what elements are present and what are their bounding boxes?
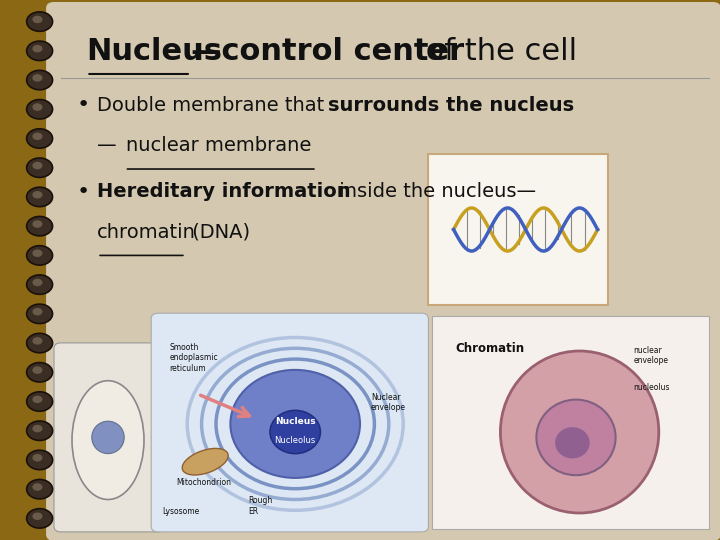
Circle shape	[32, 132, 42, 140]
Circle shape	[27, 362, 53, 382]
Circle shape	[27, 450, 53, 470]
Circle shape	[32, 308, 42, 315]
Circle shape	[32, 396, 42, 403]
Text: Nucleus: Nucleus	[275, 417, 315, 426]
Circle shape	[27, 392, 53, 411]
Circle shape	[27, 333, 53, 353]
Circle shape	[27, 217, 53, 236]
Circle shape	[27, 158, 53, 178]
Text: Nuclear
envelope: Nuclear envelope	[371, 393, 406, 412]
Text: Nucleus: Nucleus	[86, 37, 222, 66]
Circle shape	[32, 337, 42, 345]
Circle shape	[27, 304, 53, 323]
FancyBboxPatch shape	[432, 316, 709, 529]
Text: Double membrane that: Double membrane that	[97, 96, 330, 115]
Circle shape	[27, 129, 53, 148]
Text: Mitochondrion: Mitochondrion	[176, 478, 231, 487]
Circle shape	[32, 279, 42, 286]
Text: Rough
ER: Rough ER	[248, 496, 273, 516]
Text: Smooth
endoplasmic
reticulum: Smooth endoplasmic reticulum	[169, 343, 218, 373]
Text: (DNA): (DNA)	[186, 222, 250, 242]
Text: •: •	[77, 181, 90, 202]
Circle shape	[32, 16, 42, 23]
Text: chromatin: chromatin	[97, 222, 196, 242]
FancyBboxPatch shape	[54, 343, 166, 532]
Text: nucleolus: nucleolus	[634, 383, 670, 393]
Text: •: •	[77, 95, 90, 116]
Text: Hereditary information: Hereditary information	[97, 182, 351, 201]
Ellipse shape	[182, 448, 228, 475]
Ellipse shape	[536, 400, 616, 475]
Circle shape	[27, 41, 53, 60]
Text: Chromatin: Chromatin	[455, 342, 524, 355]
Text: Nucleolus: Nucleolus	[274, 436, 316, 444]
FancyBboxPatch shape	[151, 313, 428, 532]
Circle shape	[32, 45, 42, 52]
Circle shape	[32, 366, 42, 374]
Ellipse shape	[270, 410, 320, 454]
Circle shape	[27, 246, 53, 265]
Circle shape	[32, 512, 42, 520]
Ellipse shape	[92, 421, 125, 454]
Circle shape	[27, 480, 53, 499]
Circle shape	[27, 509, 53, 528]
Circle shape	[27, 12, 53, 31]
Text: nuclear
envelope: nuclear envelope	[634, 346, 669, 365]
Circle shape	[32, 454, 42, 462]
Ellipse shape	[230, 370, 360, 478]
Text: surrounds the nucleus: surrounds the nucleus	[328, 96, 575, 115]
Text: —control center: —control center	[191, 37, 464, 66]
Circle shape	[27, 99, 53, 119]
Circle shape	[32, 425, 42, 433]
Circle shape	[32, 220, 42, 228]
Circle shape	[32, 191, 42, 199]
Circle shape	[27, 421, 53, 441]
Circle shape	[32, 103, 42, 111]
Ellipse shape	[72, 381, 144, 500]
Ellipse shape	[555, 427, 590, 458]
FancyBboxPatch shape	[428, 154, 608, 305]
Circle shape	[27, 70, 53, 90]
FancyBboxPatch shape	[47, 3, 720, 540]
Text: of the cell: of the cell	[416, 37, 577, 66]
Circle shape	[32, 249, 42, 257]
Circle shape	[27, 187, 53, 207]
Text: nuclear membrane: nuclear membrane	[126, 136, 311, 156]
Text: Lysosome: Lysosome	[162, 507, 199, 516]
Text: inside the nucleus—: inside the nucleus—	[333, 182, 536, 201]
Text: —: —	[97, 136, 117, 156]
Circle shape	[27, 275, 53, 294]
Circle shape	[32, 74, 42, 82]
Circle shape	[32, 162, 42, 170]
Circle shape	[32, 483, 42, 491]
Ellipse shape	[500, 351, 659, 513]
